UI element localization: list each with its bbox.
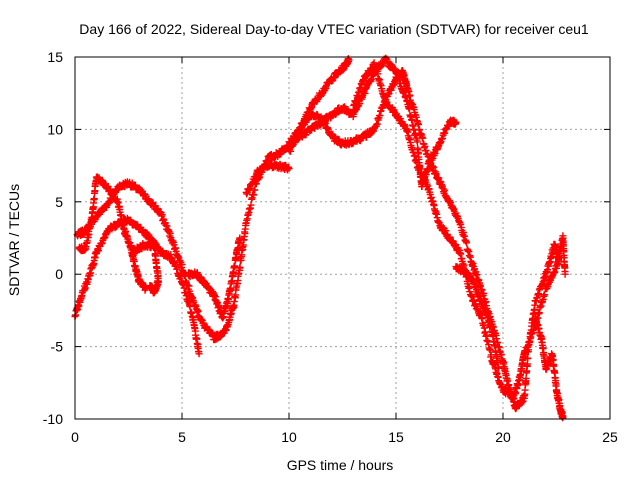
data-point bbox=[413, 138, 421, 146]
data-point bbox=[495, 364, 503, 372]
y-tick-label: 5 bbox=[55, 194, 63, 210]
data-point bbox=[195, 350, 203, 358]
data-points bbox=[71, 54, 569, 422]
data-point bbox=[345, 56, 353, 64]
plot-frame bbox=[74, 56, 611, 420]
chart-title: Day 166 of 2022, Sidereal Day-to-day VTE… bbox=[79, 21, 589, 37]
data-point bbox=[559, 412, 567, 420]
x-tick-label: 15 bbox=[388, 429, 404, 445]
data-point bbox=[486, 346, 494, 354]
x-tick-label: 0 bbox=[71, 429, 79, 445]
x-axis-tick-labels: 0 5 10 15 20 25 bbox=[71, 429, 618, 445]
x-tick-label: 25 bbox=[602, 429, 618, 445]
y-tick-label: 15 bbox=[47, 49, 63, 65]
x-tick-label: 5 bbox=[178, 429, 186, 445]
data-point bbox=[561, 270, 569, 278]
y-tick-label: -5 bbox=[51, 339, 64, 355]
y-tick-label: 0 bbox=[55, 266, 63, 282]
data-point bbox=[158, 211, 166, 219]
data-point bbox=[452, 118, 460, 126]
axis-ticks bbox=[74, 56, 611, 420]
data-point bbox=[285, 165, 293, 172]
data-point bbox=[178, 261, 186, 268]
data-point bbox=[236, 263, 244, 271]
y-tick-label: -10 bbox=[43, 411, 63, 427]
data-point bbox=[524, 354, 532, 362]
data-point bbox=[146, 282, 154, 290]
x-tick-label: 20 bbox=[495, 429, 511, 445]
y-tick-label: 10 bbox=[47, 121, 63, 137]
data-point bbox=[236, 234, 244, 242]
x-axis-label: GPS time / hours bbox=[287, 457, 394, 473]
y-axis-label: SDTVAR / TECUs bbox=[6, 184, 22, 296]
data-point bbox=[463, 239, 471, 247]
y-axis-tick-labels: -10 -5 0 5 10 15 bbox=[43, 49, 63, 427]
x-tick-label: 10 bbox=[281, 429, 297, 445]
data-point bbox=[489, 331, 497, 339]
data-point bbox=[541, 291, 549, 299]
